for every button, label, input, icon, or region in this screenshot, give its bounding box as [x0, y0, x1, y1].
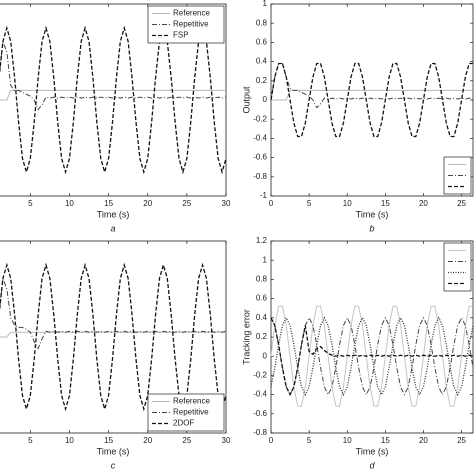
x-tick-label: 5	[28, 436, 33, 445]
x-tick-label: 0	[269, 436, 274, 445]
x-tick-label: 20	[419, 199, 428, 208]
plot-area	[270, 240, 474, 434]
y-tick-label: 0.6	[256, 38, 268, 47]
panel: 0 5 10 15 20 25 -0.8 -0.6 -0.4 -0.2 0 0.2 0.4 0.6 0.8 1…	[241, 236, 474, 470]
y-tick-label: -0.4	[253, 134, 267, 143]
x-tick-label: 15	[381, 436, 390, 445]
series-line	[270, 63, 474, 109]
x-tick-label: 15	[381, 199, 390, 208]
x-tick-label: 10	[65, 199, 74, 208]
series-line	[270, 62, 473, 138]
y-axis-label: Output	[241, 86, 251, 114]
legend-label: 2DOF	[173, 419, 194, 428]
y-tick-label: 1	[263, 255, 268, 264]
series-line	[270, 317, 474, 397]
plot-area	[270, 3, 474, 197]
legend: Reference Repetitive FSP	[147, 5, 225, 44]
x-tick-label: 20	[419, 436, 428, 445]
x-tick-label: 15	[104, 199, 113, 208]
y-axis-label: Tracking error	[241, 309, 251, 365]
x-tick-label: 10	[343, 199, 352, 208]
y-tick-label: -1	[260, 191, 268, 200]
caption: d	[369, 460, 375, 470]
x-tick-label: 25	[182, 436, 191, 445]
y-tick-label: 0.4	[256, 57, 268, 66]
y-tick-label: 0	[263, 351, 268, 360]
y-tick-label: 0	[263, 95, 268, 104]
x-tick-label: 15	[104, 436, 113, 445]
x-tick-label: 30	[222, 436, 231, 445]
x-axis-label: Time (s)	[97, 446, 130, 456]
y-tick-label: -0.2	[253, 371, 267, 380]
y-tick-label: 0.8	[256, 275, 268, 284]
x-axis-label: Time (s)	[356, 446, 389, 456]
legend-label: Repetitive	[173, 408, 209, 417]
y-tick-label: 0.8	[256, 18, 268, 27]
legend	[443, 156, 472, 195]
x-axis-label: Time (s)	[356, 209, 389, 219]
series-line	[0, 331, 226, 338]
y-tick-label: 0.4	[256, 313, 268, 322]
legend: Reference Repetitive 2DOF	[147, 393, 225, 432]
panel: 5 10 15 20 25 30 Time (s) a Reference Repetitive F…	[0, 3, 231, 233]
x-axis-label: Time (s)	[97, 209, 130, 219]
legend-label: FSP	[173, 31, 189, 40]
y-tick-label: -0.6	[253, 153, 267, 162]
y-tick-label: 0.6	[256, 294, 268, 303]
caption: c	[111, 460, 116, 470]
series-line	[271, 89, 473, 101]
x-tick-label: 10	[65, 436, 74, 445]
x-tick-label: 5	[307, 436, 312, 445]
x-tick-label: 25	[182, 199, 191, 208]
y-tick-label: -0.8	[253, 172, 267, 181]
legend-box	[147, 393, 225, 432]
legend-label: Reference	[173, 9, 210, 18]
y-tick-label: 1.2	[256, 236, 268, 245]
x-tick-label: 20	[143, 436, 152, 445]
panel: 0 5 10 15 20 25 -1 -0.8 -0.6 -0.4 -0.2 0 0.2 0.4 0.6 0.…	[241, 0, 474, 233]
x-tick-label: 20	[143, 199, 152, 208]
panel: 5 10 15 20 25 30 Time (s) c Reference Repetitive 2…	[0, 240, 231, 470]
series-line	[270, 305, 473, 407]
legend	[443, 242, 472, 292]
series-line	[0, 25, 227, 175]
legend-label: Reference	[173, 397, 210, 406]
legend-label: Repetitive	[173, 20, 209, 29]
y-tick-label: -0.6	[253, 409, 267, 418]
y-tick-label: -0.8	[253, 428, 267, 437]
y-tick-label: 0.2	[256, 332, 268, 341]
x-tick-label: 5	[28, 199, 33, 208]
x-tick-label: 25	[457, 199, 466, 208]
caption: a	[110, 223, 115, 233]
caption: b	[369, 223, 374, 233]
x-tick-label: 30	[222, 199, 231, 208]
x-tick-label: 25	[457, 436, 466, 445]
series-line	[0, 262, 227, 412]
legend-box	[147, 5, 225, 44]
y-tick-label: 1	[263, 0, 268, 8]
y-tick-label: -0.2	[253, 114, 267, 123]
series-line	[0, 41, 227, 111]
y-tick-label: -0.4	[253, 390, 267, 399]
y-tick-label: 0.2	[256, 76, 268, 85]
x-tick-label: 0	[269, 199, 274, 208]
x-tick-label: 10	[343, 436, 352, 445]
x-tick-label: 5	[307, 199, 312, 208]
